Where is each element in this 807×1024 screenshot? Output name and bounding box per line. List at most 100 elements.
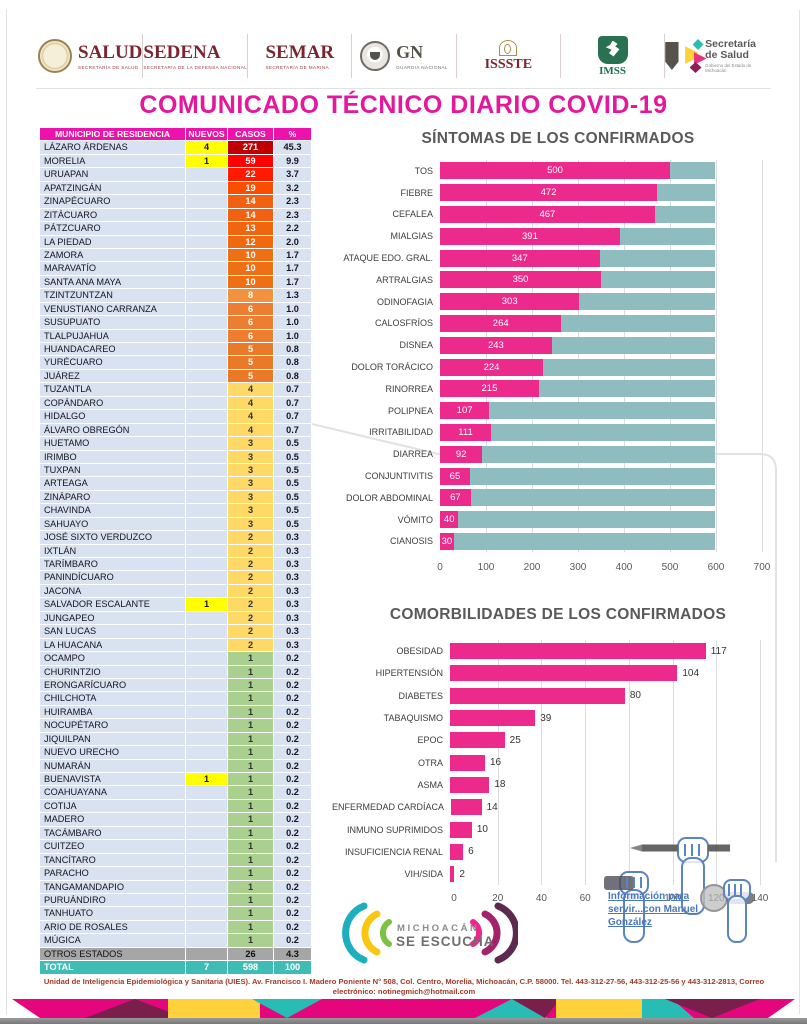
bar-row: MIALGIAS 391 xyxy=(332,225,784,247)
nuevos-cell: 1 xyxy=(186,154,228,169)
casos-cell: 1 xyxy=(228,799,274,814)
municipio-cell: IXTLÁN xyxy=(40,544,186,558)
municipio-cell: ZAMORA xyxy=(40,248,186,263)
pct-cell: 0.3 xyxy=(274,638,312,653)
arc-pink-icon xyxy=(470,919,482,947)
bar-remainder xyxy=(482,445,716,463)
pct-cell: 0.2 xyxy=(274,705,312,720)
bar-confirmed: 391 xyxy=(440,227,620,245)
casos-cell: 1 xyxy=(228,907,274,921)
otros-cell: 4.3 xyxy=(274,947,312,962)
table-row: YURÉCUARO 5 0.8 xyxy=(40,356,312,370)
otros-cell: OTROS ESTADOS xyxy=(40,947,186,962)
bar-category-label: IRRITABILIDAD xyxy=(369,427,433,438)
municipio-cell: ZINÁPARO xyxy=(40,490,186,505)
logo-divider xyxy=(455,34,457,78)
casos-cell: 3 xyxy=(228,463,274,478)
pct-cell: 1.0 xyxy=(274,316,312,330)
bar-confirmed: 67 xyxy=(440,489,471,507)
pct-cell: 0.2 xyxy=(274,692,312,706)
pct-cell: 0.5 xyxy=(274,477,312,491)
municipio-cell: TANCÍTARO xyxy=(40,853,186,868)
casos-cell: 4 xyxy=(228,383,274,397)
nuevos-cell xyxy=(186,867,228,881)
bar-remainder xyxy=(543,358,716,376)
bar-category-label: DISNEA xyxy=(399,340,433,351)
nuevos-cell xyxy=(186,181,228,196)
nuevos-cell xyxy=(186,208,228,223)
bar-category-label: CIANOSIS xyxy=(389,536,433,547)
municipio-cell: HIDALGO xyxy=(40,410,186,424)
table-row: HIDALGO 4 0.7 xyxy=(40,410,312,424)
fists-watermark-icon xyxy=(604,837,754,943)
footer-line1: Unidad de Inteligencia Epidemiológica y … xyxy=(43,977,765,986)
municipio-cell: ERONGARÍCUARO xyxy=(40,678,186,693)
pct-cell: 0.2 xyxy=(274,826,312,841)
table-row: MORELIA 1 59 9.9 xyxy=(40,154,312,169)
fists-watermark-text: Información para servir...con Manuel Gon… xyxy=(608,891,699,928)
total-cell: TOTAL xyxy=(40,961,186,975)
bar-row: IRRITABILIDAD 111 xyxy=(332,422,784,444)
casos-cell: 13 xyxy=(228,222,274,236)
municipio-cell: ÁLVARO OBREGÓN xyxy=(40,423,186,438)
pct-cell: 0.3 xyxy=(274,598,312,612)
nuevos-cell xyxy=(186,490,228,505)
bar-category-label: ARTRALGIAS xyxy=(376,274,433,285)
municipio-cell: CHURINTZIO xyxy=(40,665,186,679)
pct-cell: 0.2 xyxy=(274,867,312,881)
bar-track: 347 xyxy=(440,249,762,267)
bar-value xyxy=(451,799,482,816)
table-header-row: MUNICIPIO DE RESIDENCIA NUEVOS CASOS% xyxy=(40,128,312,142)
bar-category-label: RINORREA xyxy=(385,383,433,394)
bar-track: 6 xyxy=(450,843,784,860)
bar-remainder xyxy=(657,184,716,202)
nuevos-cell xyxy=(186,248,228,263)
bar-category-label: POLIPNEA xyxy=(387,405,433,416)
nuevos-cell xyxy=(186,517,228,532)
symptoms-x-axis: 0 100 200 300 400 500 600 700 xyxy=(437,562,770,576)
bar-confirmed: 347 xyxy=(440,249,600,267)
bar-confirmed: 107 xyxy=(440,402,490,420)
x-tick-label: 100 xyxy=(664,893,681,905)
municipio-cell: HUIRAMBA xyxy=(40,705,186,720)
bar-confirmed: 30 xyxy=(440,532,454,550)
casos-cell: 1 xyxy=(228,826,274,841)
municipio-cell: SUSUPUATO xyxy=(40,316,186,330)
nuevos-cell xyxy=(186,262,228,276)
bar-confirmed: 92 xyxy=(440,445,483,463)
nuevos-cell xyxy=(186,934,228,948)
nuevos-cell xyxy=(186,840,228,854)
casos-cell: 6 xyxy=(228,302,274,317)
michoacan-coat-of-arms-icon xyxy=(665,42,679,70)
casos-cell: 1 xyxy=(228,692,274,706)
listen-logo-line2: SE ESCUCHA xyxy=(396,934,495,949)
pct-cell: 0.3 xyxy=(274,531,312,545)
gridline xyxy=(762,160,763,553)
total-cell: 7 xyxy=(186,961,228,975)
nuevos-cell xyxy=(186,558,228,572)
table-row: TUZANTLA 4 0.7 xyxy=(40,383,312,397)
casos-cell: 1 xyxy=(228,759,274,773)
comorbidities-chart: COMORBILIDADES DE LOS CONFIRMADOS OBESID… xyxy=(332,598,784,912)
imss-shield-icon xyxy=(597,35,628,64)
table-row: JOSÉ SIXTO VERDUZCO 2 0.3 xyxy=(40,531,312,545)
bar-row: CALOSFRÍOS 264 xyxy=(332,313,784,335)
casos-cell: 2 xyxy=(228,558,274,572)
casos-cell: 6 xyxy=(228,316,274,330)
table-row: LA PIEDAD 12 2.0 xyxy=(40,235,312,249)
ssm-subtitle: Gobierno del Estado de Michoacán xyxy=(705,63,752,74)
gridline xyxy=(486,160,487,553)
x-tick-label: 400 xyxy=(615,562,633,574)
table-row: ZITÁCUARO 14 2.3 xyxy=(40,208,312,223)
casos-cell: 14 xyxy=(228,195,274,209)
nuevos-cell xyxy=(186,450,228,464)
table-row: TZINTZUNTZAN 8 1.3 xyxy=(40,289,312,303)
bar-category-label: MIALGIAS xyxy=(390,231,433,242)
nuevos-cell xyxy=(186,531,228,545)
bar-track: 25 xyxy=(450,732,784,749)
bar-category-label: CONJUNTIVITIS xyxy=(364,471,433,482)
logo-divider xyxy=(247,34,249,78)
table-row: JIQUILPAN 1 0.2 xyxy=(40,732,312,747)
nuevos-cell xyxy=(186,396,228,411)
table-row: ARIO DE ROSALES 1 0.2 xyxy=(40,920,312,935)
